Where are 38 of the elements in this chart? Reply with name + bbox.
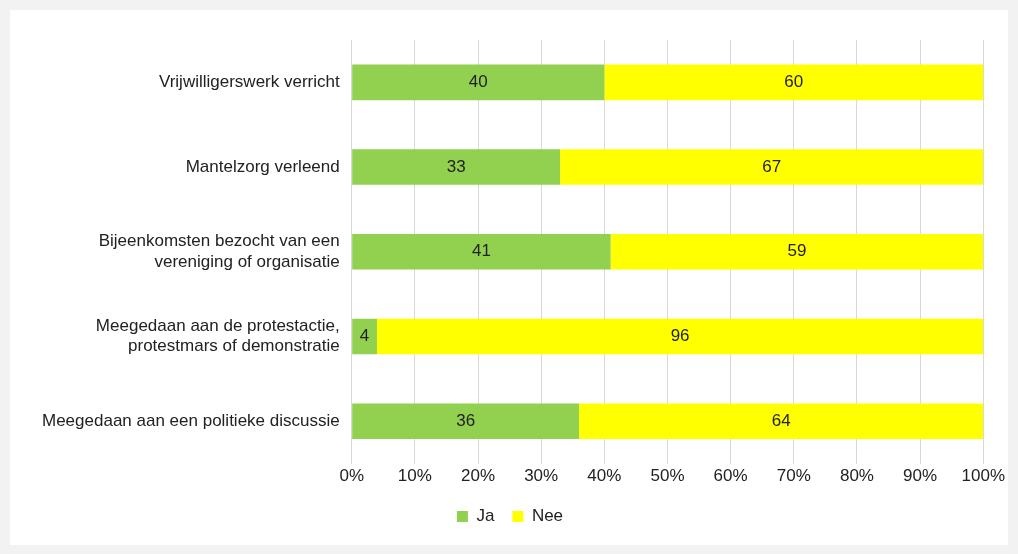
legend-label: Nee [531, 506, 564, 526]
x-tick-label: 80% [839, 466, 874, 486]
x-tick-label: 50% [650, 466, 685, 486]
bar [604, 64, 984, 101]
x-tick-label: 100% [961, 466, 1005, 486]
bar [352, 149, 561, 185]
bar [352, 234, 611, 270]
y-tick-label: Vrijwilligerswerk verricht [158, 72, 340, 92]
x-tick-label: 90% [903, 466, 938, 486]
x-tick-label: 20% [461, 466, 496, 486]
data-label: 40 [468, 72, 488, 92]
data-label: 96 [670, 326, 690, 346]
data-label: 4 [359, 326, 370, 346]
x-tick-label: 60% [713, 466, 748, 486]
x-tick-label: 10% [397, 466, 432, 486]
x-tick-label: 40% [587, 466, 622, 486]
bar [560, 149, 984, 185]
data-label: 64 [771, 410, 791, 430]
bar [352, 318, 377, 355]
bar [352, 403, 580, 440]
data-label: 33 [446, 156, 466, 176]
data-label: 59 [787, 241, 807, 261]
bar [352, 64, 605, 101]
x-tick-label: 30% [524, 466, 559, 486]
x-tick-label: 70% [776, 466, 811, 486]
y-tick-label: Meegedaan aan de protestactie, protestmars of demonstratie [95, 316, 340, 356]
y-tick-label: Mantelzorg verleend [185, 156, 340, 176]
bar [579, 403, 984, 440]
data-label: 36 [456, 410, 476, 430]
y-tick-label: Bijeenkomsten bezocht van een vereniging of organisatie [98, 231, 340, 271]
data-label: 67 [762, 156, 782, 176]
x-tick-label: 0% [339, 466, 364, 486]
data-label: 60 [784, 72, 804, 92]
legend-label: Ja [476, 506, 495, 526]
bar [610, 234, 984, 270]
data-label: 41 [471, 241, 491, 261]
bar [376, 318, 984, 355]
y-tick-label: Meegedaan aan een politieke discussie [41, 410, 340, 430]
